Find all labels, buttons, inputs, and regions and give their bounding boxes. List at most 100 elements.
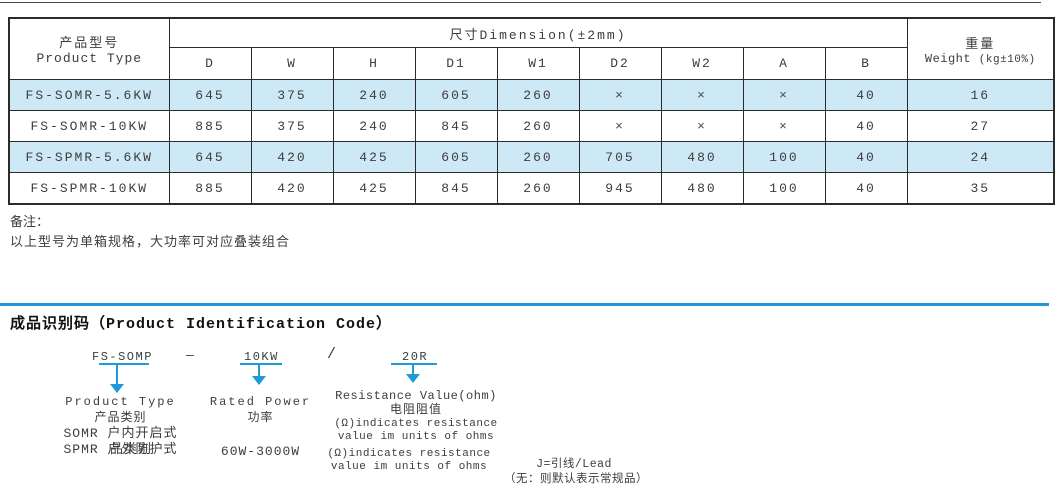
top-rule xyxy=(0,2,1041,3)
product-type-header: 产品型号 Product Type xyxy=(8,17,170,80)
cell-w1: 260 xyxy=(496,110,580,142)
section-divider xyxy=(0,303,1049,306)
product-type-label-zh: 产品类别 xyxy=(94,411,147,425)
cell-d1: 845 xyxy=(414,110,498,142)
weight-tolerance: (kg±10%) xyxy=(978,53,1036,66)
table-row: FS-SPMR-10KW 885 420 425 845 260 945 480… xyxy=(8,172,1055,205)
cell-a: 100 xyxy=(742,172,826,205)
spmr-overlap-text: 品类别 xyxy=(110,442,153,457)
notes-label: 备注： xyxy=(10,215,50,230)
cell-w2: 480 xyxy=(660,141,744,173)
code-underline-power xyxy=(240,363,282,365)
cell-b: 40 xyxy=(824,172,908,205)
table-row: FS-SOMR-5.6KW 645 375 240 605 260 × × × … xyxy=(8,79,1055,111)
cell-a: 100 xyxy=(742,141,826,173)
cell-weight: 24 xyxy=(906,141,1055,173)
cell-w: 420 xyxy=(250,141,334,173)
cell-w1: 260 xyxy=(496,172,580,205)
cell-weight: 27 xyxy=(906,110,1055,142)
cell-h: 240 xyxy=(332,110,416,142)
cell-model: FS-SOMR-5.6KW xyxy=(8,79,170,111)
cell-h: 425 xyxy=(332,141,416,173)
cell-a: × xyxy=(742,110,826,142)
cell-a: × xyxy=(742,79,826,111)
cell-b: 40 xyxy=(824,141,908,173)
rated-power-label-zh: 功率 xyxy=(247,411,274,425)
weight-header-en: Weight (kg±10%) xyxy=(924,51,1036,66)
rated-power-range: 60W-3000W xyxy=(220,444,301,459)
resistance-label-group: Resistance Value(ohm) 电阻阻值 (Ω)indicates … xyxy=(330,390,502,444)
cell-w2: × xyxy=(660,79,744,111)
cell-w1: 260 xyxy=(496,141,580,173)
lead-note-group: J=引线/Lead （无：则默认表示常规品） xyxy=(504,457,648,487)
rated-power-label-en: Rated Power xyxy=(209,395,312,409)
down-arrow-icon xyxy=(116,365,118,384)
dim-col-header-b: B xyxy=(824,47,908,80)
dim-col-header-a: A xyxy=(742,47,826,80)
dim-col-header-w1: W1 xyxy=(496,47,580,80)
cell-w: 375 xyxy=(250,79,334,111)
lead-note-line2: （无：则默认表示常规品） xyxy=(504,473,648,486)
code-dash: — xyxy=(186,348,196,363)
code-underline-product xyxy=(99,363,149,365)
cell-w2: 480 xyxy=(660,172,744,205)
cell-model: FS-SPMR-5.6KW xyxy=(8,141,170,173)
cell-d: 645 xyxy=(168,79,252,111)
resistance-label-zh: 电阻阻值 xyxy=(389,403,442,417)
cell-w: 375 xyxy=(250,110,334,142)
cell-d1: 605 xyxy=(414,141,498,173)
down-arrow-icon xyxy=(412,365,414,374)
resistance-note1-line2: value im units of ohms xyxy=(337,431,495,443)
dim-col-header-h: H xyxy=(332,47,416,80)
resistance-label-en: Resistance Value(ohm) xyxy=(335,389,497,403)
lead-note-line1: J=引线/Lead xyxy=(536,458,612,471)
cell-model: FS-SPMR-10KW xyxy=(8,172,170,205)
weight-header-zh: 重量 xyxy=(965,36,996,52)
dim-col-header-d: D xyxy=(168,47,252,80)
cell-d: 885 xyxy=(168,110,252,142)
down-arrow-icon xyxy=(252,376,266,385)
notes-line: 以上型号为单箱规格，大功率可对应叠装组合 xyxy=(10,235,291,250)
code-slash: / xyxy=(327,346,338,363)
cell-d2: 705 xyxy=(578,141,662,173)
product-type-spmr: SPMR 户外防护式 品类别 xyxy=(63,442,178,457)
resistance-note2-line1: (Ω)indicates resistance xyxy=(327,448,491,460)
product-type-somr: SOMR 户内开启式 xyxy=(63,426,178,441)
spec-table: 产品型号 Product Type 尺寸Dimension(±2mm) 重量 W… xyxy=(8,17,1055,205)
cell-w2: × xyxy=(660,110,744,142)
code-underline-resistance xyxy=(391,363,437,365)
rated-power-label-group: Rated Power 功率 xyxy=(203,394,318,426)
cell-b: 40 xyxy=(824,79,908,111)
table-row: FS-SPMR-5.6KW 645 420 425 605 260 705 48… xyxy=(8,141,1055,173)
cell-w1: 260 xyxy=(496,79,580,111)
code-part-product: FS-SOMP xyxy=(92,350,153,364)
cell-model: FS-SOMR-10KW xyxy=(8,110,170,142)
cell-h: 425 xyxy=(332,172,416,205)
code-part-resistance: 20R xyxy=(402,350,429,364)
product-type-label-group: Product Type 产品类别 SOMR 户内开启式 SPMR 户外防护式 … xyxy=(38,394,203,458)
cell-d: 645 xyxy=(168,141,252,173)
cell-b: 40 xyxy=(824,110,908,142)
down-arrow-icon xyxy=(258,365,260,376)
cell-d1: 845 xyxy=(414,172,498,205)
cell-weight: 16 xyxy=(906,79,1055,111)
product-type-header-en: Product Type xyxy=(36,51,143,66)
cell-d2: × xyxy=(578,110,662,142)
cell-w: 420 xyxy=(250,172,334,205)
cell-h: 240 xyxy=(332,79,416,111)
dimension-header: 尺寸Dimension(±2mm) xyxy=(168,17,908,48)
cell-d2: 945 xyxy=(578,172,662,205)
dim-col-header-d2: D2 xyxy=(578,47,662,80)
resistance-note2-group: (Ω)indicates resistance value im units o… xyxy=(323,448,495,474)
table-row: FS-SOMR-10KW 885 375 240 845 260 × × × 4… xyxy=(8,110,1055,142)
dim-col-header-w2: W2 xyxy=(660,47,744,80)
section-heading: 成品识别码（Product Identification Code） xyxy=(10,316,393,333)
resistance-note2-line2: value im units of ohms xyxy=(330,461,488,473)
dim-col-header-d1: D1 xyxy=(414,47,498,80)
cell-weight: 35 xyxy=(906,172,1055,205)
product-type-header-zh: 产品型号 xyxy=(59,36,120,51)
cell-d1: 605 xyxy=(414,79,498,111)
product-type-label-en: Product Type xyxy=(65,395,176,409)
cell-d: 885 xyxy=(168,172,252,205)
